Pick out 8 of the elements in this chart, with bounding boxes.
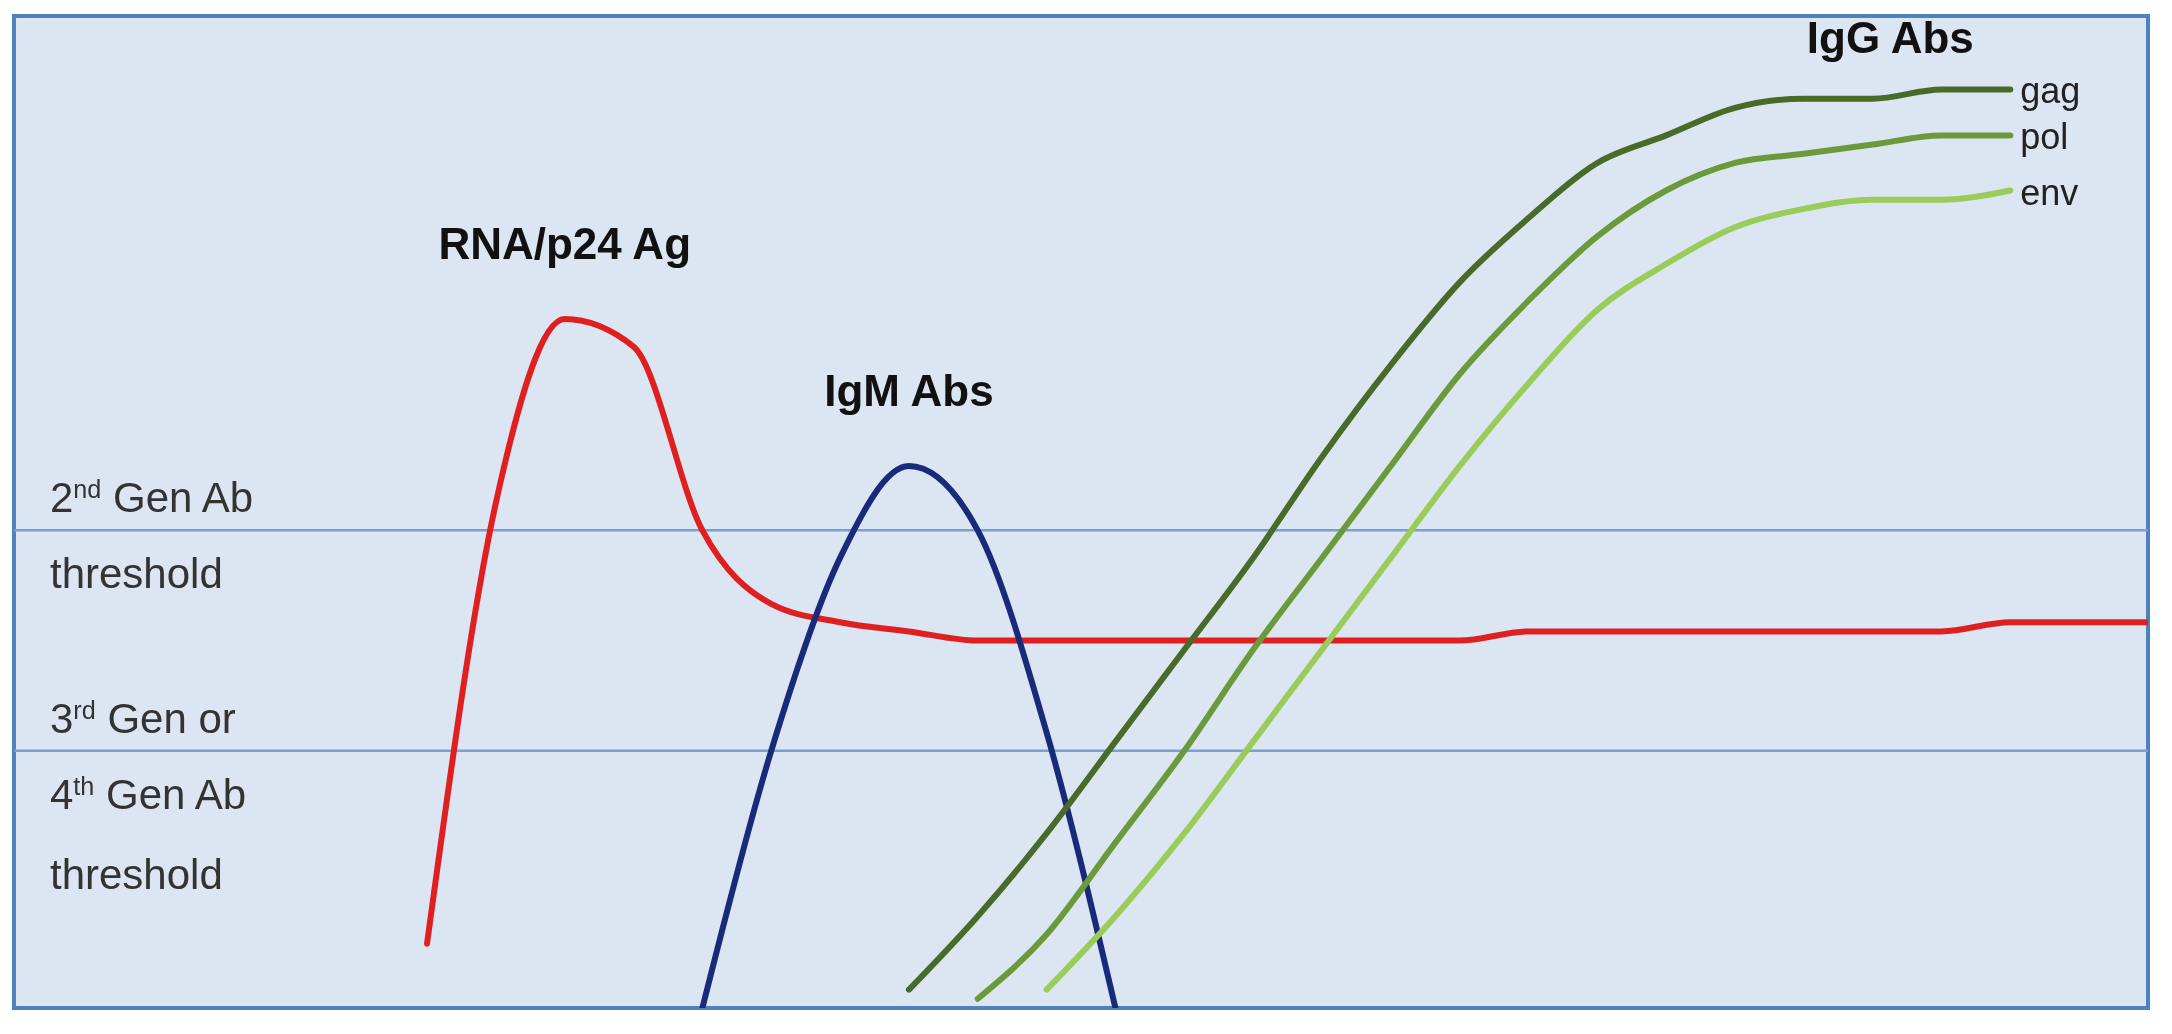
text: IgG Abs [1806, 13, 1974, 63]
ref-line-label: 2$^{nd}$ Gen Ab threshold [50, 474, 254, 598]
series-label: RNA/p24 Ag [438, 219, 692, 269]
series-label: env [2020, 171, 2079, 213]
series-label: gag [2020, 70, 2081, 112]
series-label: IgM Abs [824, 366, 994, 416]
ref-line-label: 3$^{rd}$ Gen or 4$^{th}$ Gen Ab threshold [50, 694, 247, 898]
series-label: pol [2020, 116, 2069, 158]
